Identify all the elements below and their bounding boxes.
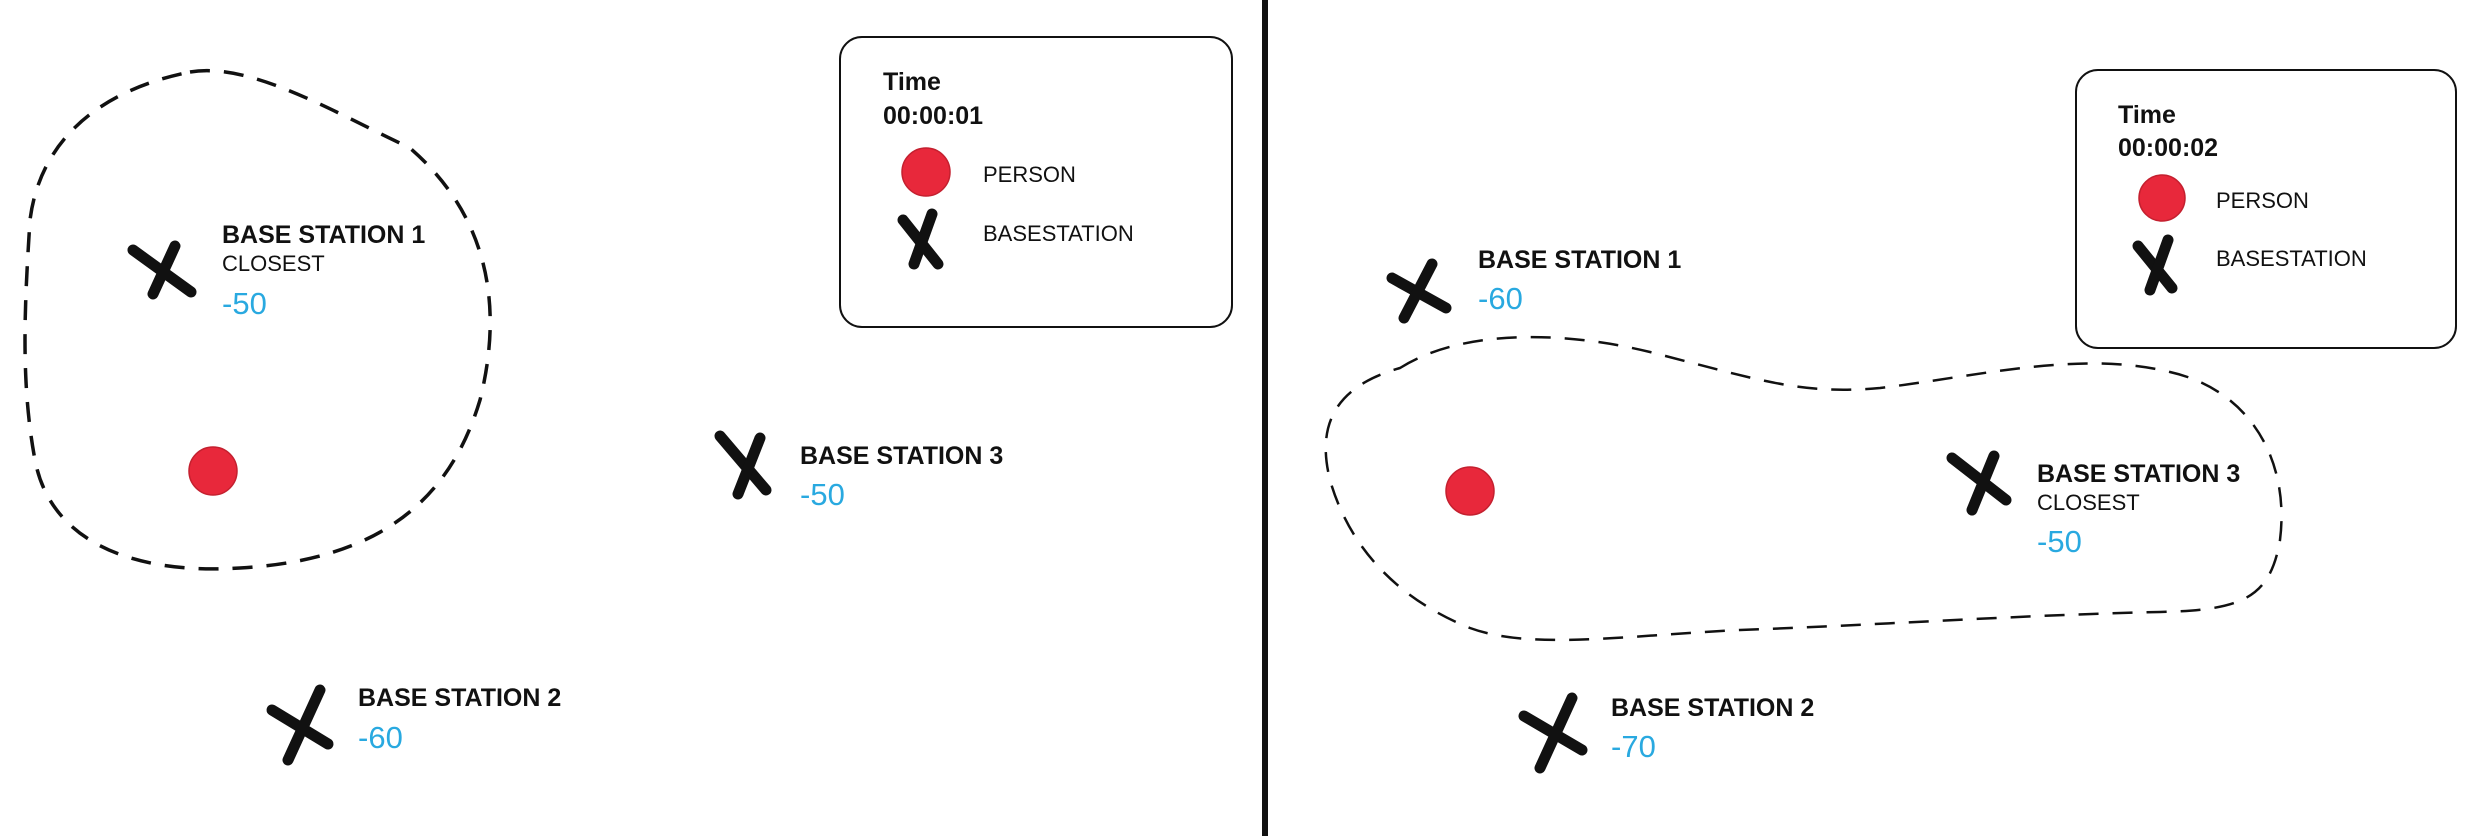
station-rssi: -60 <box>358 720 403 755</box>
station-name: BASE STATION 3 <box>2037 460 2240 488</box>
basestation-x-icon <box>266 684 334 766</box>
legend-basestation-label: BASESTATION <box>2216 246 2367 271</box>
panel-right: BASE STATION 1 -60 BASE STATION 3 CLOSES… <box>1324 69 2457 774</box>
basestation-x-icon <box>1518 692 1588 774</box>
person-marker <box>188 446 238 496</box>
legend-time-value: 00:00:02 <box>2118 134 2218 162</box>
station-rssi: -50 <box>222 286 267 321</box>
station-1: BASE STATION 1 CLOSEST -50 <box>127 221 425 321</box>
legend-time-label: Time <box>2118 101 2176 129</box>
person-marker <box>1445 466 1495 516</box>
station-name: BASE STATION 3 <box>800 442 1003 470</box>
legend-time-value: 00:00:01 <box>883 102 983 130</box>
station-2: BASE STATION 2 -60 <box>266 684 561 766</box>
station-rssi: -50 <box>800 477 845 512</box>
basestation-x-icon <box>1946 450 2012 516</box>
station-name: BASE STATION 2 <box>358 684 561 712</box>
station-rssi: -50 <box>2037 524 2082 559</box>
legend-time-label: Time <box>883 68 941 96</box>
panel-left: BASE STATION 1 CLOSEST -50 BASE STATION … <box>23 36 1233 766</box>
station-name: BASE STATION 1 <box>1478 246 1681 274</box>
station-rssi: -60 <box>1478 281 1523 316</box>
legend-basestation-x-icon <box>897 208 944 270</box>
legend-basestation-x-icon <box>2132 234 2178 296</box>
legend-basestation-label: BASESTATION <box>983 221 1134 246</box>
legend-box: Time 00:00:02 PERSON BASESTATION <box>2075 69 2457 349</box>
station-closest-note: CLOSEST <box>222 251 325 276</box>
legend-box: Time 00:00:01 PERSON BASESTATION <box>839 36 1233 328</box>
basestation-x-icon <box>1386 258 1452 324</box>
station-name: BASE STATION 2 <box>1611 694 1814 722</box>
station-3: BASE STATION 3 CLOSEST -50 <box>1946 450 2240 559</box>
station-2: BASE STATION 2 -70 <box>1518 692 1814 774</box>
legend-person-label: PERSON <box>983 162 1076 187</box>
basestation-x-icon <box>714 430 772 500</box>
legend-person-icon <box>901 147 951 197</box>
coverage-boundary <box>1324 335 2283 642</box>
basestation-x-icon <box>127 240 197 300</box>
legend-person-label: PERSON <box>2216 188 2309 213</box>
station-name: BASE STATION 1 <box>222 221 425 249</box>
station-closest-note: CLOSEST <box>2037 490 2140 515</box>
legend-person-icon <box>2138 174 2186 222</box>
station-rssi: -70 <box>1611 729 1656 764</box>
station-1: BASE STATION 1 -60 <box>1386 246 1681 324</box>
station-3: BASE STATION 3 -50 <box>714 430 1003 512</box>
